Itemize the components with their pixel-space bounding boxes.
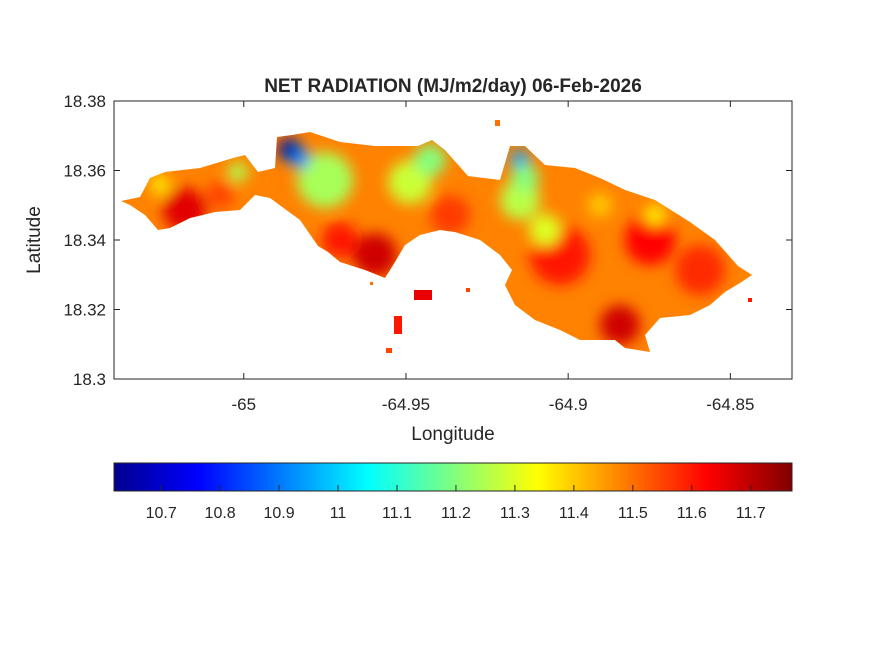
- x-tick-label: -64.95: [382, 395, 430, 414]
- heatmap-cell: [206, 181, 234, 209]
- heatmap-surface: [121, 120, 752, 353]
- colorbar-tick-label: 11.6: [677, 505, 707, 522]
- islet: [495, 120, 500, 126]
- y-tick-label: 18.34: [63, 231, 106, 250]
- y-tick-label: 18.36: [63, 162, 106, 181]
- heatmap-cell: [353, 233, 397, 277]
- y-axis-label: Latitude: [24, 206, 45, 274]
- heatmap-cell: [228, 162, 248, 182]
- base-field: [121, 132, 752, 352]
- heatmap-cell: [290, 148, 310, 168]
- x-axis-label: Longitude: [411, 424, 494, 445]
- islet: [414, 290, 432, 300]
- chart-title: NET RADIATION (MJ/m2/day) 06-Feb-2026: [264, 76, 642, 97]
- x-tick-label: -64.85: [706, 395, 754, 414]
- colorbar-tick-label: 10.7: [146, 505, 177, 522]
- heatmap-cell: [600, 305, 640, 345]
- heatmap-cell: [430, 195, 470, 235]
- colorbar-tick-label: 10.8: [205, 505, 236, 522]
- heatmap-cell: [625, 215, 675, 265]
- islet: [394, 316, 402, 334]
- colorbar-tick-label: 11.2: [441, 505, 471, 522]
- colorbar-tick-label: 11: [330, 505, 347, 522]
- x-tick-label: -64.9: [549, 395, 588, 414]
- heatmap-cell: [150, 175, 170, 195]
- colorbar-tick-label: 11.5: [618, 505, 648, 522]
- heatmap-cell: [529, 214, 561, 246]
- x-tick-label: -65: [231, 395, 256, 414]
- colorbar-tick-label: 11.3: [500, 505, 530, 522]
- islet: [466, 288, 470, 292]
- colorbar-tick-label: 10.9: [264, 505, 295, 522]
- heatmap-cell: [588, 193, 612, 217]
- islet: [748, 298, 752, 302]
- islet: [370, 282, 373, 285]
- y-tick-label: 18.32: [63, 301, 106, 320]
- heatmap-cell: [297, 152, 353, 208]
- colorbar-tick-label: 11.1: [382, 505, 412, 522]
- colorbar: [113, 462, 793, 492]
- heatmap-cell: [511, 164, 539, 192]
- colorbar-tick-label: 11.4: [559, 505, 589, 522]
- heatmap-cell: [322, 222, 358, 258]
- heatmap-cell: [163, 188, 207, 232]
- y-tick-label: 18.3: [73, 370, 106, 389]
- colorbar-tick-label: 11.7: [736, 505, 766, 522]
- heatmap-cell: [414, 144, 446, 176]
- y-tick-label: 18.38: [63, 92, 106, 111]
- heatmap-cell: [675, 245, 725, 295]
- heatmap-cell: [645, 205, 665, 225]
- islet: [386, 348, 392, 353]
